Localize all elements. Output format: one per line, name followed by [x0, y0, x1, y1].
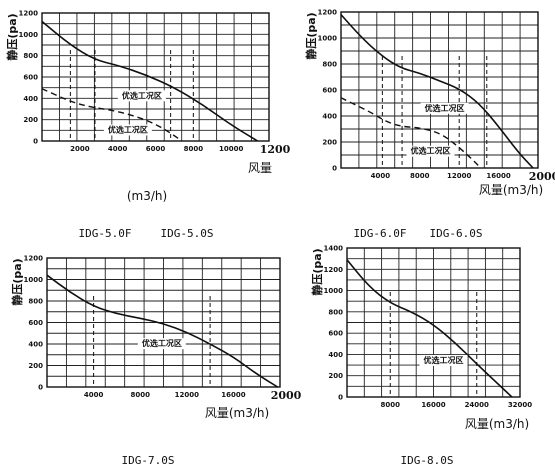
y-tick-label: 200 — [322, 139, 337, 147]
y-tick-label: 400 — [23, 95, 38, 103]
plot-frame — [340, 11, 539, 169]
y-axis-label: 静压(pa) — [10, 258, 24, 305]
y-tick-label: 400 — [28, 341, 43, 349]
y-tick-label: 1200 — [24, 255, 44, 263]
y-axis-label: 静压(pa) — [310, 248, 324, 295]
x-tick-label: 16000 — [421, 401, 445, 409]
y-tick-label: 800 — [328, 308, 343, 316]
plot-frame — [46, 257, 281, 388]
x-axis-end-label: 2000 — [271, 389, 302, 402]
y-tick-label: 0 — [38, 384, 43, 392]
x-tick-label: 2000 — [70, 145, 90, 153]
region-label-bg — [419, 354, 468, 366]
x-tick-label: 12000 — [175, 391, 199, 399]
x-tick-label: 4000 — [84, 391, 104, 399]
y-tick-label: 0 — [33, 138, 38, 146]
grid — [347, 248, 520, 397]
y-tick-label: 200 — [328, 372, 343, 380]
x-tick-label: 6000 — [146, 145, 166, 153]
x-axis-end-label: 1200 — [260, 143, 291, 156]
grid — [341, 12, 538, 168]
y-tick-label: 800 — [322, 61, 337, 69]
region-label-bg — [406, 145, 455, 157]
series-2-line — [340, 97, 482, 169]
y-tick-label: 600 — [28, 319, 43, 327]
y-tick-label: 1000 — [318, 35, 338, 43]
y-axis-label: 静压(pa) — [304, 12, 318, 59]
x-tick-label: 32000 — [508, 401, 532, 409]
chart-4: 优选工况区 0 200 400 600 800 1000 1200 1400 8000 16000 2… — [310, 245, 532, 410]
x-tick-label: 10000 — [219, 145, 243, 153]
y-tick-label: 600 — [328, 330, 343, 338]
x-tick-label: 16000 — [486, 172, 510, 180]
y-tick-label: 1400 — [324, 245, 344, 253]
y-tick-label: 200 — [23, 116, 38, 124]
y-tick-label: 400 — [322, 113, 337, 121]
region-label: 优选工况区 — [424, 355, 464, 365]
x-tick-label: 16000 — [221, 391, 245, 399]
x-tick-label: 8000 — [130, 391, 150, 399]
grid — [42, 13, 269, 141]
x-tick-label: 12000 — [447, 172, 471, 180]
x-tick-label: 8000 — [410, 172, 430, 180]
y-axis-label: 静压(pa) — [5, 13, 19, 60]
region-label: 优选工况区 — [142, 338, 182, 348]
region-label-bg — [103, 124, 152, 136]
plot-frame — [41, 12, 270, 142]
region-label: 优选工况区 — [108, 124, 148, 134]
plot-frame — [346, 247, 521, 398]
x-axis-label: 风量(m3/h) — [205, 406, 269, 420]
x-tick-label: 4000 — [108, 145, 128, 153]
y-tick-label: 1200 — [324, 266, 344, 274]
region-label: 优选工况区 — [411, 146, 451, 156]
x-tick-label: 4000 — [371, 172, 391, 180]
series-1-line — [340, 14, 534, 169]
x-tick-label: 24000 — [465, 401, 489, 409]
model-caption: IDG-7.0S — [122, 454, 175, 467]
y-tick-label: 200 — [28, 362, 43, 370]
model-caption: IDG-8.0S — [401, 454, 454, 467]
grid — [47, 258, 280, 387]
y-tick-label: 1000 — [24, 276, 44, 284]
series-2-line — [41, 88, 183, 142]
y-tick-label: 0 — [338, 394, 343, 402]
x-tick-label: 8000 — [381, 401, 401, 409]
y-tick-label: 1200 — [19, 10, 39, 18]
series-1-line — [46, 274, 279, 388]
region-label-bg — [117, 90, 166, 102]
model-caption: IDG-6.0S — [430, 227, 483, 240]
region-label: 优选工况区 — [425, 103, 465, 113]
flow-unit-label: (m3/h) — [127, 189, 167, 203]
series-1-line — [41, 20, 259, 142]
x-axis-label: 风量(m3/h) — [465, 417, 529, 431]
region-label: 优选工况区 — [122, 90, 162, 100]
y-tick-label: 1200 — [318, 9, 338, 17]
region-label-bg — [137, 338, 186, 350]
y-tick-label: 400 — [328, 351, 343, 359]
y-tick-label: 1000 — [324, 287, 344, 295]
y-tick-label: 0 — [332, 165, 337, 173]
series-1-line — [346, 259, 513, 398]
y-tick-label: 800 — [23, 52, 38, 60]
region-label-bg — [420, 102, 469, 114]
model-caption: IDG-6.0F — [354, 227, 407, 240]
y-tick-label: 1000 — [19, 31, 39, 39]
x-axis-end-label: 2000 — [529, 170, 555, 183]
y-tick-label: 600 — [23, 74, 38, 82]
x-tick-label: 8000 — [184, 145, 204, 153]
y-tick-label: 800 — [28, 298, 43, 306]
model-caption: IDG-5.0S — [161, 227, 214, 240]
chart-3: 优选工况区 0 200 400 600 800 1000 1200 4000 8000 12000 1… — [10, 255, 302, 403]
x-axis-label: 风量(m3/h) — [479, 183, 543, 197]
model-caption: IDG-5.0F — [79, 227, 132, 240]
y-tick-label: 600 — [322, 87, 337, 95]
x-axis-label: 风量 — [248, 161, 272, 175]
